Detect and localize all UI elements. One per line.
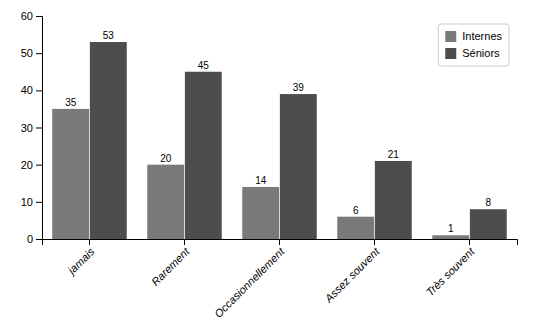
tick-mark [36,53,42,54]
tick: 0 [27,233,42,245]
data-label: 39 [293,82,305,93]
data-label: 53 [103,30,115,41]
tick: 20 [21,159,42,171]
tick-mark [36,128,42,129]
tick-label: Rarement [149,245,192,288]
chart: 0 10 20 30 40 50 60 jamais Rarement Occasionnelle… [0,0,533,327]
tick: 30 [21,122,42,134]
legend: Internes Séniors [438,24,509,66]
tick: 60 [21,10,42,22]
tick-mark [36,165,42,166]
data-label: 6 [353,205,359,216]
data-label: 21 [388,149,400,160]
legend-label: Internes [462,30,502,42]
legend-item: Séniors [445,47,500,59]
axis-line [43,240,518,246]
bar [280,94,317,239]
legend-swatch [445,31,456,42]
bar [242,187,279,239]
data-label: 45 [198,60,210,71]
legend-swatch [445,48,456,59]
tick-label: Occasionnellement [212,245,287,320]
bar [337,217,374,239]
legend-frame [438,24,509,66]
tick-mark [469,239,470,245]
y-axis: 0 10 20 30 40 50 60 [21,10,43,245]
bar [90,42,127,239]
bars [52,42,506,239]
data-label: 1 [448,223,454,234]
tick-label: 40 [21,84,33,96]
tick-label: 20 [21,159,33,171]
data-label: 20 [160,153,172,164]
data-labels: 35201461534539218 [65,30,491,234]
tick: 40 [21,84,42,96]
tick-label: 10 [21,196,33,208]
tick: Rarement [149,239,192,288]
tick: Assez souvent [322,239,382,305]
bar [375,161,412,239]
tick-mark [36,239,42,240]
bar [147,165,184,239]
chart-container: 0 10 20 30 40 50 60 jamais Rarement Occasionnelle… [0,0,533,327]
tick: jamais [64,239,97,278]
data-label: 35 [65,97,77,108]
data-label: 14 [255,175,267,186]
bar [52,109,89,239]
tick-mark [184,239,185,245]
tick: Occasionnellement [212,239,287,320]
tick-label: 60 [21,10,33,22]
legend-item: Internes [445,30,502,42]
x-axis: jamais Rarement Occasionnellement Assez sou… [43,239,518,320]
bar [470,209,507,239]
tick: Très souvent [424,239,478,298]
legend-label: Séniors [462,47,500,59]
tick-mark [89,239,90,245]
tick-label: 30 [21,122,33,134]
bar-series [90,42,507,239]
plot-area: 0 10 20 30 40 50 60 jamais Rarement Occasionnelle… [21,10,518,320]
tick: 50 [21,47,42,59]
tick-mark [36,16,42,17]
axis-line [36,17,43,240]
tick-label: 0 [27,233,33,245]
tick-mark [36,202,42,203]
bar [432,235,469,239]
tick-mark [36,90,42,91]
data-label: 8 [486,197,492,208]
bar [185,72,222,239]
tick-mark [279,239,280,245]
tick-label: Très souvent [424,245,478,299]
tick-label: Assez souvent [322,245,382,305]
tick-label: jamais [64,245,97,278]
tick-label: 50 [21,47,33,59]
tick-mark [374,239,375,245]
tick: 10 [21,196,42,208]
